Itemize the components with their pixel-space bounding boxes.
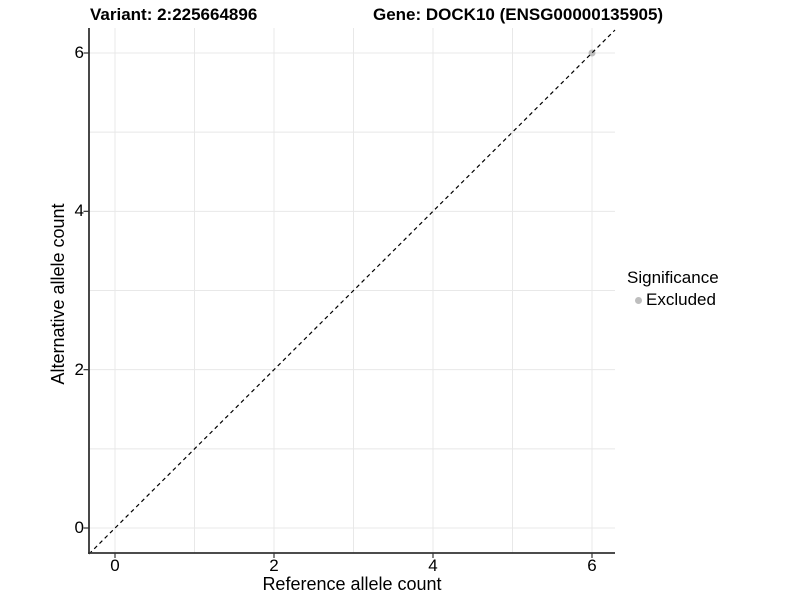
legend-point-icon xyxy=(635,296,642,304)
gene-title: Gene: DOCK10 (ENSG00000135905) xyxy=(373,5,664,24)
legend-title: Significance xyxy=(627,268,719,287)
legend: Significance Excluded xyxy=(627,268,797,310)
y-tick-label: 4 xyxy=(74,201,84,221)
y-tick-label: 2 xyxy=(74,359,84,379)
y-tick-label: 0 xyxy=(74,518,84,537)
variant-title: Variant: 2:225664896 xyxy=(90,5,258,24)
x-axis-title: Reference allele count xyxy=(262,574,442,594)
y-tick-label: 6 xyxy=(74,42,84,62)
legend-items: Excluded xyxy=(627,290,797,310)
legend-item: Excluded xyxy=(627,290,797,310)
identity-dashed-line xyxy=(88,29,616,555)
plot-panel-canvas xyxy=(83,28,616,558)
x-tick-label: 6 xyxy=(587,556,597,575)
legend-item-label: Excluded xyxy=(646,290,716,309)
x-tick-label: 2 xyxy=(269,556,279,575)
y-axis-title: Alternative allele count xyxy=(48,203,68,385)
x-tick-label: 0 xyxy=(110,556,120,575)
x-tick-label: 4 xyxy=(428,556,438,575)
